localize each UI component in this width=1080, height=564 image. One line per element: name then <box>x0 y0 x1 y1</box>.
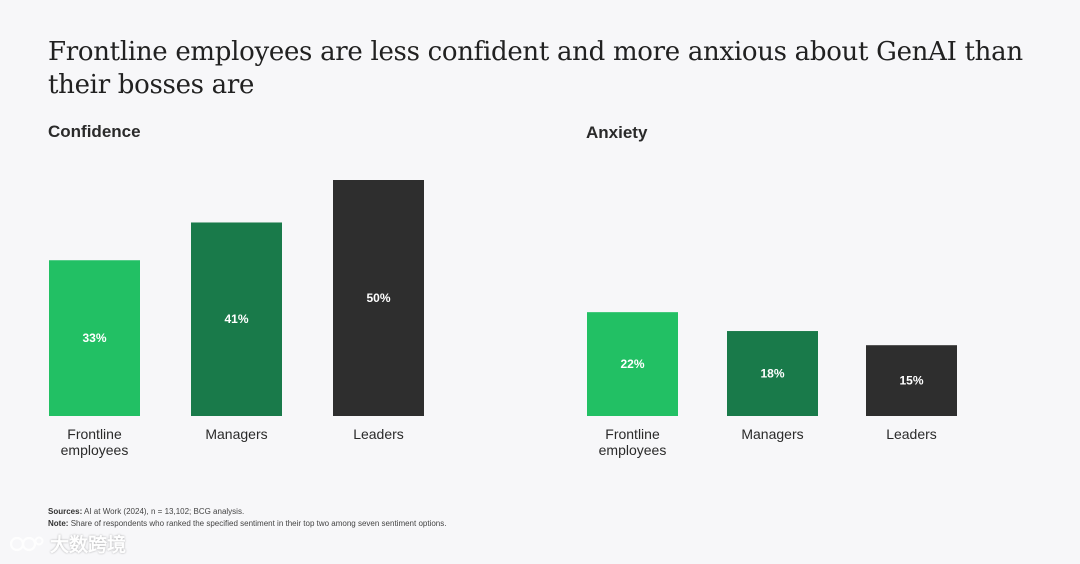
watermark-text: 大数跨境 <box>50 534 127 556</box>
anxiety-bar-3 <box>866 345 957 416</box>
anxiety-bar-1 <box>587 312 678 416</box>
note-label: Note: <box>48 519 69 528</box>
anxiety-value-label-1: 22% <box>620 357 644 371</box>
anxiety-value-label-2: 18% <box>760 367 784 381</box>
watermark-logo-icon <box>10 536 44 551</box>
confidence-bar-2 <box>191 222 282 416</box>
confidence-category-label-1: Frontline employees <box>61 426 129 458</box>
confidence-bar-1 <box>49 260 140 416</box>
confidence-value-label-2: 41% <box>224 312 248 326</box>
sources-label: Sources: <box>48 507 83 516</box>
sources-line: Sources: AI at Work (2024), n = 13,102; … <box>48 506 446 518</box>
confidence-bar-3 <box>333 180 424 416</box>
confidence-value-label-3: 50% <box>366 291 390 305</box>
note-text: Share of respondents who ranked the spec… <box>70 519 447 528</box>
anxiety-category-label-2: Managers <box>741 426 803 442</box>
footer-notes: Sources: AI at Work (2024), n = 13,102; … <box>48 506 446 530</box>
anxiety-panel-title: Anxiety <box>586 123 648 142</box>
anxiety-value-label-3: 15% <box>899 374 923 388</box>
watermark: 大数跨境 <box>10 530 126 557</box>
confidence-category-label-2: Managers <box>205 426 267 442</box>
confidence-panel-title: Confidence <box>48 122 141 141</box>
sources-text: AI at Work (2024), n = 13,102; BCG analy… <box>84 507 245 516</box>
chart-title: Frontline employees are less confident a… <box>48 37 1023 100</box>
anxiety-category-label-1: Frontline employees <box>599 426 667 458</box>
note-line: Note: Share of respondents who ranked th… <box>48 518 446 530</box>
anxiety-bar-2 <box>727 331 818 416</box>
confidence-value-label-1: 33% <box>82 331 106 345</box>
anxiety-category-label-3: Leaders <box>886 426 937 442</box>
confidence-category-label-3: Leaders <box>353 426 404 442</box>
